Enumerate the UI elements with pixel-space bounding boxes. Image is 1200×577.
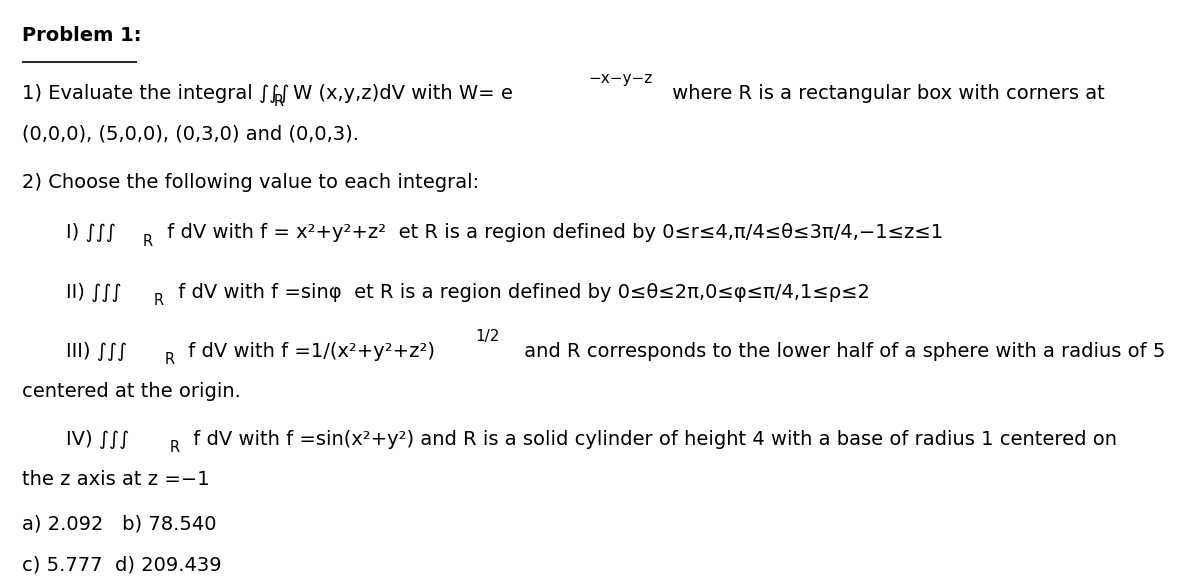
Text: 2) Choose the following value to each integral:: 2) Choose the following value to each in… <box>22 173 479 192</box>
Text: I) ∫∫∫: I) ∫∫∫ <box>66 223 116 242</box>
Text: centered at the origin.: centered at the origin. <box>22 382 240 401</box>
Text: 1/2: 1/2 <box>475 329 499 344</box>
Text: R: R <box>169 440 179 455</box>
Text: II) ∫∫∫: II) ∫∫∫ <box>66 283 121 302</box>
Text: (0,0,0), (5,0,0), (0,3,0) and (0,0,3).: (0,0,0), (5,0,0), (0,3,0) and (0,0,3). <box>22 124 359 143</box>
Text: the z axis at z =−1: the z axis at z =−1 <box>22 470 209 489</box>
Text: R: R <box>154 293 163 308</box>
Text: R: R <box>274 94 283 109</box>
Text: f dV with f = x²+y²+z²  et R is a region defined by 0≤r≤4,π/4≤θ≤3π/4,−1≤z≤1: f dV with f = x²+y²+z² et R is a region … <box>161 223 943 242</box>
Text: −x−y−z: −x−y−z <box>588 71 653 86</box>
Text: f dV with f =sinφ  et R is a region defined by 0≤θ≤2π,0≤φ≤π/4,1≤ρ≤2: f dV with f =sinφ et R is a region defin… <box>172 283 870 302</box>
Text: W (x,y,z)dV with W= e: W (x,y,z)dV with W= e <box>293 84 512 103</box>
Text: Problem 1:: Problem 1: <box>22 26 142 45</box>
Text: f dV with f =sin(x²+y²) and R is a solid cylinder of height 4 with a base of rad: f dV with f =sin(x²+y²) and R is a solid… <box>187 430 1117 449</box>
Text: 1) Evaluate the integral ∫∫∫: 1) Evaluate the integral ∫∫∫ <box>22 84 289 103</box>
Text: R: R <box>143 234 152 249</box>
Text: R: R <box>164 352 174 367</box>
Text: a) 2.092   b) 78.540: a) 2.092 b) 78.540 <box>22 515 216 534</box>
Text: IV) ∫∫∫: IV) ∫∫∫ <box>66 430 130 449</box>
Text: and R corresponds to the lower half of a sphere with a radius of 5: and R corresponds to the lower half of a… <box>518 342 1165 361</box>
Text: III) ∫∫∫: III) ∫∫∫ <box>66 342 127 361</box>
Text: f dV with f =1/(x²+y²+z²): f dV with f =1/(x²+y²+z²) <box>182 342 436 361</box>
Text: c) 5.777  d) 209.439: c) 5.777 d) 209.439 <box>22 555 221 574</box>
Text: where R is a rectangular box with corners at: where R is a rectangular box with corner… <box>666 84 1105 103</box>
